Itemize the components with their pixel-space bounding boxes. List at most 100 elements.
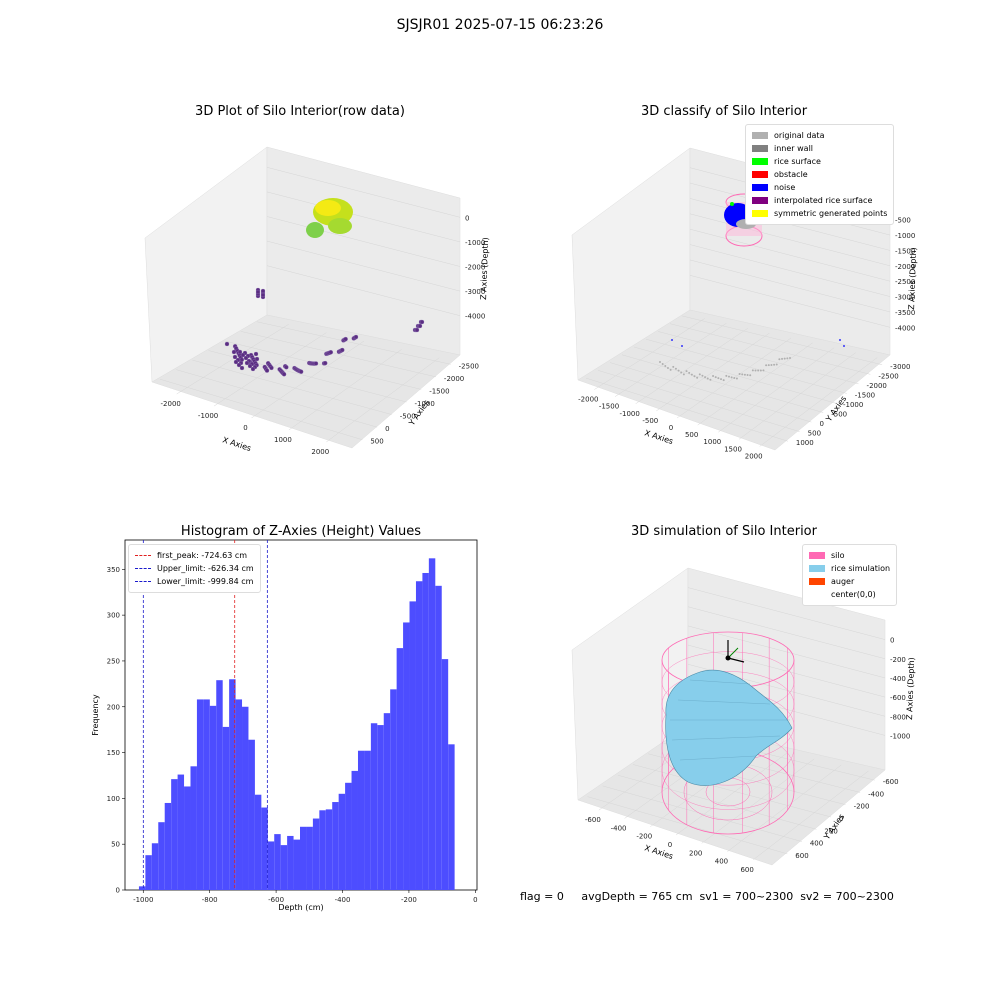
histogram-bar — [158, 822, 165, 890]
histogram-bar — [325, 809, 333, 890]
histogram-bar — [319, 810, 326, 890]
figure-title: SJSJR01 2025-07-15 06:23:26 — [396, 17, 604, 33]
histogram-bar — [222, 726, 230, 890]
raw-xtick: 2000 — [311, 448, 329, 456]
classify-point — [672, 365, 675, 368]
raw-point — [239, 365, 245, 371]
classify-point — [754, 369, 757, 372]
classify-point — [685, 370, 688, 373]
classify-point — [743, 373, 746, 376]
sim-legend-swatch — [809, 591, 825, 598]
raw-point — [260, 288, 266, 294]
classify-ytick: -2000 — [867, 382, 887, 390]
sim-xtick: 600 — [740, 866, 753, 874]
classify-xtick: 500 — [685, 431, 698, 439]
classify-legend-label: original data — [774, 131, 825, 140]
histogram-bar — [357, 750, 365, 890]
classify-ytick: 500 — [808, 430, 821, 438]
histogram-bar — [151, 843, 159, 890]
histogram-bar — [428, 558, 436, 890]
classify-xtick: -500 — [642, 417, 658, 425]
classify-point — [741, 373, 744, 376]
raw-point — [353, 334, 359, 340]
sim-ztick: -200 — [890, 656, 906, 664]
classify-point — [698, 373, 701, 376]
raw-point — [232, 354, 238, 360]
raw-axis-ticks: -2000-10000100020005000-500-1000-1500-20… — [161, 214, 486, 456]
raw-point — [244, 360, 250, 366]
classify-point — [746, 374, 749, 377]
sim-3d-plot[interactable]: -600-400-20002004006006004002000-200-400… — [560, 560, 940, 880]
histogram-ylabel: Frequency — [91, 694, 100, 736]
histogram-bar — [216, 680, 223, 890]
raw-point — [264, 368, 270, 373]
raw-pane-floor — [151, 314, 461, 449]
classify-xtick: 0 — [669, 424, 673, 432]
sim-xtick: -200 — [636, 833, 652, 841]
histogram-bar — [209, 705, 217, 890]
histogram-legend: first_peak: -724.63 cm Upper_limit: -626.… — [128, 544, 261, 593]
sim-legend-label: silo — [831, 551, 845, 560]
histogram-bar — [261, 807, 268, 890]
sim-xtick: 400 — [715, 858, 728, 866]
histogram-bar — [203, 699, 210, 890]
classify-ytick: -500 — [831, 411, 847, 419]
raw-point — [414, 327, 420, 333]
histogram-chart[interactable]: -1000 -800 -600 -400 -200 0 0 50 100 150 200 250 300… — [80, 535, 490, 920]
raw-point — [419, 319, 425, 325]
classify-plot-title: 3D classify of Silo Interior — [640, 104, 808, 119]
classify-legend-label: noise — [774, 183, 796, 192]
histogram-ytick: 250 — [107, 657, 120, 665]
classify-point — [706, 377, 709, 380]
histogram-bar — [196, 699, 204, 890]
classify-point — [709, 378, 712, 381]
classify-point-cloud — [659, 339, 845, 382]
raw-xtick: -1000 — [198, 412, 218, 420]
classify-legend-item: obstacle — [752, 168, 887, 181]
classify-point — [751, 369, 754, 372]
raw-ytick: -2000 — [444, 375, 464, 383]
sim-legend-item: auger — [809, 575, 890, 588]
sim-legend-item: silo — [809, 549, 890, 562]
sim-legend-swatch — [809, 578, 825, 585]
classify-noise-point — [843, 345, 845, 347]
classify-point — [677, 369, 680, 372]
classify-point — [674, 367, 677, 370]
raw-point — [255, 289, 261, 295]
classify-legend-swatch — [752, 210, 768, 217]
classify-noise-point — [671, 339, 673, 341]
raw-zlabel: Z Axies (Depth) — [479, 237, 490, 300]
classify-point — [727, 375, 730, 378]
raw-surface-patch — [306, 198, 353, 238]
classify-zlabel: Z Axies (Depth) — [907, 247, 918, 310]
status-footer: flag = 0 avgDepth = 765 cm sv1 = 700~230… — [520, 890, 894, 903]
histogram-bar — [229, 679, 236, 890]
histogram-ticks: -1000 -800 -600 -400 -200 0 0 50 100 150 200 250 300… — [107, 566, 478, 904]
classify-xtick: -2000 — [578, 396, 598, 404]
histogram-title: Histogram of Z-Axies (Height) Values — [180, 524, 422, 539]
classify-ztick: -3500 — [895, 309, 915, 317]
classify-point — [735, 377, 738, 380]
classify-point — [680, 371, 683, 374]
sim-axis-ticks: -600-400-20002004006006004002000-200-400… — [585, 637, 910, 874]
sim-ztick: -800 — [890, 713, 906, 721]
sim-ytick: -400 — [868, 790, 884, 798]
raw-point — [231, 349, 237, 355]
sim-xtick: -400 — [611, 824, 627, 832]
histogram-legend-item: Lower_limit: -999.84 cm — [135, 575, 254, 588]
histogram-bar — [338, 793, 346, 890]
sim-legend-swatch — [809, 565, 825, 572]
classify-legend-swatch — [752, 197, 768, 204]
histogram-bar — [248, 739, 255, 890]
classify-ztick: -3000 — [895, 294, 915, 302]
raw-point — [343, 336, 348, 342]
classify-3d-plot[interactable]: -2000-1500-1000-500050010001500200010005… — [560, 140, 940, 470]
histogram-ytick: 300 — [107, 612, 120, 620]
histogram-legend-label: Upper_limit: -626.34 cm — [157, 564, 254, 573]
histogram-legend-item: Upper_limit: -626.34 cm — [135, 562, 254, 575]
classify-point — [659, 361, 661, 363]
raw-3d-plot[interactable]: -2000-10000100020005000-500-1000-1500-20… — [130, 130, 500, 460]
histogram-ytick: 150 — [107, 749, 120, 757]
classify-point — [704, 376, 707, 379]
classify-point — [773, 363, 776, 366]
